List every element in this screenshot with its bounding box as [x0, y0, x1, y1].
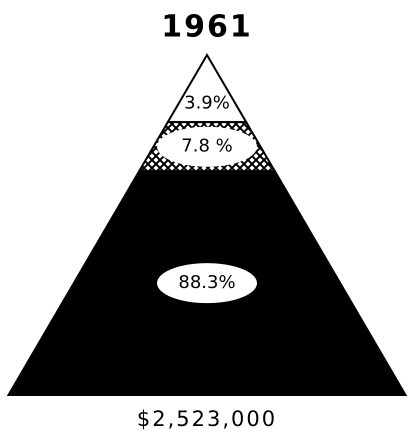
chart-title: 1961	[161, 10, 253, 45]
total-label: $2,523,000	[137, 407, 277, 431]
label-background	[157, 263, 257, 304]
value-label: 88.3%	[178, 272, 235, 293]
value-label: 7.8 %	[181, 136, 232, 157]
label-background	[157, 126, 257, 167]
value-label: 3.9%	[184, 92, 230, 113]
